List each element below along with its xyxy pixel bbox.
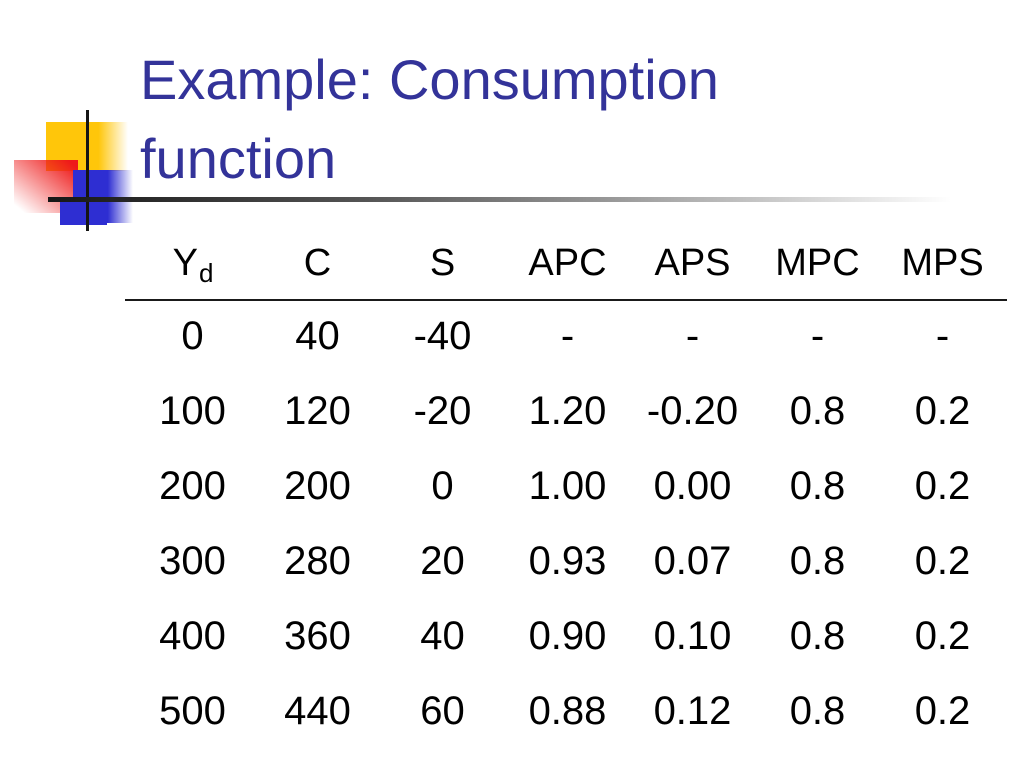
table-cell: 0.8	[789, 689, 846, 733]
consumption-table: Yd C S APC APS MPC MPS 0 40 -40 - - - - 100 120 -20 1.20…	[130, 228, 1005, 749]
table-row: 400 360 40 0.90 0.10 0.8 0.2	[130, 599, 1005, 674]
table-cell: 0.93	[528, 539, 607, 583]
table-cell: 200	[159, 464, 226, 508]
table-cell: 0.00	[653, 464, 732, 508]
table-cell: 0.07	[653, 539, 732, 583]
table-cell: -	[810, 314, 825, 358]
table-cell: 0.8	[789, 614, 846, 658]
table-cell: 0.2	[914, 689, 971, 733]
table-cell: -40	[413, 314, 472, 358]
header-label: APS	[654, 242, 731, 284]
table-cell: 300	[159, 539, 226, 583]
table-cell: 0	[181, 314, 204, 358]
slide-title: Example: Consumption function	[140, 40, 719, 198]
header-subscript: d	[198, 258, 214, 289]
table-row: 300 280 20 0.93 0.07 0.8 0.2	[130, 524, 1005, 599]
table-header-rule	[125, 299, 1007, 301]
table-body: 0 40 -40- - - -100 120 -20 1.20 -0.20 0.8 0.2 200 200…	[130, 299, 1005, 749]
table-header-cell: MPC	[755, 242, 880, 285]
table-cell: 1.00	[528, 464, 607, 508]
decoration-vertical-line	[86, 110, 89, 231]
table-cell: 0.90	[528, 614, 607, 658]
table-cell: -	[685, 314, 700, 358]
table-row: 200 200 0 1.00 0.00 0.8 0.2	[130, 449, 1005, 524]
table-cell: 500	[159, 689, 226, 733]
header-label: MPC	[775, 242, 860, 284]
table-cell: 40	[295, 314, 340, 358]
table-cell: 0.2	[914, 464, 971, 508]
table-cell: 0.2	[914, 539, 971, 583]
table-cell: -	[560, 314, 575, 358]
header-label: MPS	[901, 242, 984, 284]
table-cell: 100	[159, 389, 226, 433]
table-cell: 280	[284, 539, 351, 583]
title-underline	[48, 197, 960, 202]
decoration-blue-square-lower	[60, 200, 107, 225]
table-header-cell: APS	[630, 242, 755, 285]
table-cell: 200	[284, 464, 351, 508]
table-row: 500 440 60 0.88 0.12 0.8 0.2	[130, 674, 1005, 749]
table-cell: 0.10	[653, 614, 732, 658]
table-cell: 440	[284, 689, 351, 733]
header-label: Y	[172, 242, 198, 284]
table-row: 0 40 -40 - - - -	[130, 299, 1005, 374]
table-header-cell: APC	[505, 242, 630, 285]
header-label: APC	[528, 242, 607, 284]
table-header-cell: MPS	[880, 242, 1005, 285]
table-cell: 400	[159, 614, 226, 658]
table-cell: 60	[420, 689, 465, 733]
table-cell: 0.12	[653, 689, 732, 733]
header-label: S	[429, 242, 456, 284]
table-cell: 0.8	[789, 464, 846, 508]
table-row: 100 120 -20 1.20 -0.20 0.8 0.2	[130, 374, 1005, 449]
table-header-cell: Yd	[130, 242, 255, 289]
header-label: C	[303, 242, 332, 284]
table-cell: 0.88	[528, 689, 607, 733]
table-cell: 0.8	[789, 389, 846, 433]
table-cell: 0.2	[914, 389, 971, 433]
table-cell: 120	[284, 389, 351, 433]
table-cell: -0.20	[646, 389, 739, 433]
table-cell: 0.8	[789, 539, 846, 583]
title-line-1: Example: Consumption	[140, 48, 719, 111]
table-cell: 40	[420, 614, 465, 658]
table-cell: 0.2	[914, 614, 971, 658]
title-line-2: function	[140, 127, 337, 190]
table-header-row: Yd C S APC APS MPC MPS	[130, 228, 1005, 299]
table-cell: 0	[431, 464, 454, 508]
table-cell: 360	[284, 614, 351, 658]
table-cell: 20	[420, 539, 465, 583]
table-cell: 1.20	[528, 389, 607, 433]
table-header-cell: C	[255, 242, 380, 285]
table-cell: -	[935, 314, 950, 358]
table-cell: -20	[413, 389, 472, 433]
table-header-cell: S	[380, 242, 505, 285]
